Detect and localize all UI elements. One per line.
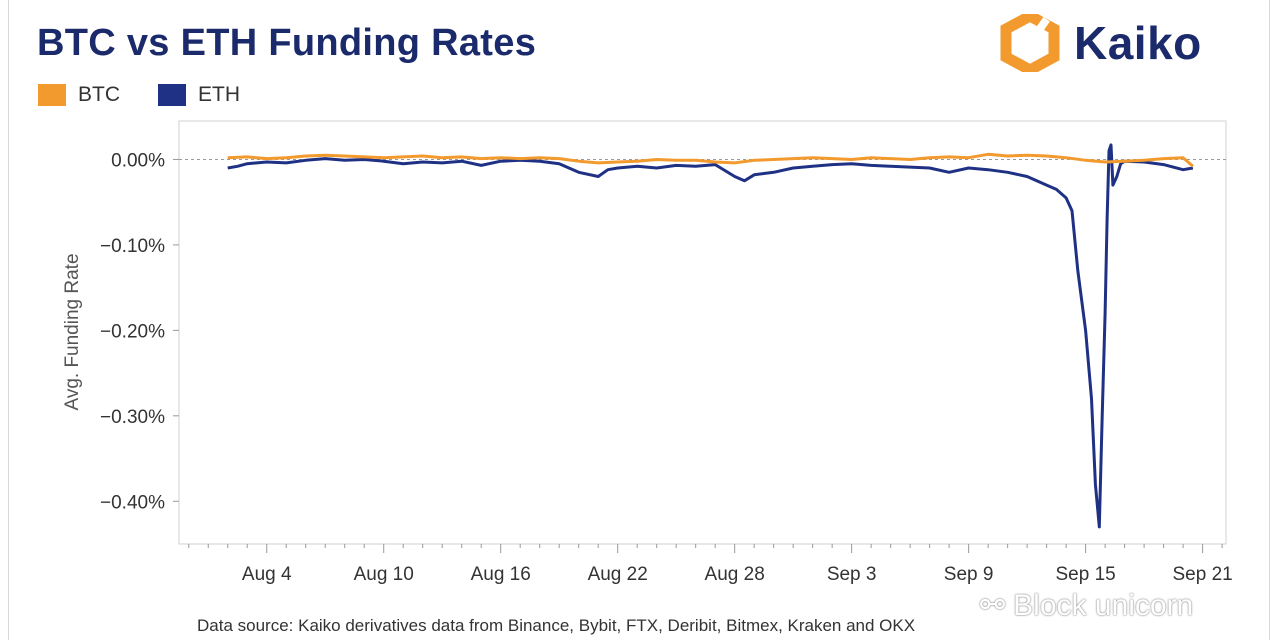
legend-label-btc: BTC (78, 83, 120, 106)
brand-logo: Kaiko (1000, 14, 1202, 72)
wechat-icon: ⚯ (980, 589, 1006, 622)
y-tick-label: −0.40% (100, 492, 165, 513)
y-tick-label: −0.30% (100, 407, 165, 428)
kaiko-logo-icon (1000, 14, 1060, 72)
y-tick-label: −0.20% (100, 321, 165, 342)
x-tick-label: Sep 3 (827, 564, 877, 585)
legend-item-btc[interactable]: BTC (38, 83, 120, 107)
chart-frame (8, 0, 1270, 640)
x-axis: Aug 4 Aug 10 Aug 16 Aug 22 Aug 28 Sep 3 Sep 9 S… (188, 544, 1233, 585)
watermark-text: Block unicorn (1013, 588, 1194, 622)
y-axis-title: Avg. Funding Rate (62, 253, 83, 410)
data-source-note: Data source: Kaiko derivatives data from… (197, 616, 916, 635)
plot-area (178, 120, 1227, 545)
y-tick-label: 0.00% (111, 150, 165, 171)
legend-swatch-eth (158, 84, 186, 106)
x-tick-label: Aug 4 (242, 564, 292, 585)
brand-name: Kaiko (1074, 17, 1202, 69)
series-line-eth (227, 143, 1194, 529)
x-tick-label: Sep 21 (1172, 564, 1232, 585)
x-tick-label: Aug 28 (705, 564, 765, 585)
y-axis: 0.00% −0.10% −0.20% −0.30% −0.40% (100, 150, 179, 513)
x-tick-label: Aug 22 (588, 564, 648, 585)
x-tick-label: Aug 16 (471, 564, 531, 585)
chart-title: BTC vs ETH Funding Rates (37, 22, 537, 64)
legend-label-eth: ETH (198, 83, 240, 106)
legend-item-eth[interactable]: ETH (158, 83, 240, 107)
x-tick-label: Sep 9 (944, 564, 994, 585)
legend-swatch-btc (38, 84, 66, 106)
watermark: ⚯ Block unicorn (980, 588, 1193, 623)
y-tick-label: −0.10% (100, 236, 165, 257)
series-line-btc (227, 152, 1194, 168)
legend: BTC ETH (38, 82, 278, 108)
series-layer (227, 143, 1194, 529)
x-tick-label: Sep 15 (1056, 564, 1116, 585)
x-tick-label: Aug 10 (354, 564, 414, 585)
